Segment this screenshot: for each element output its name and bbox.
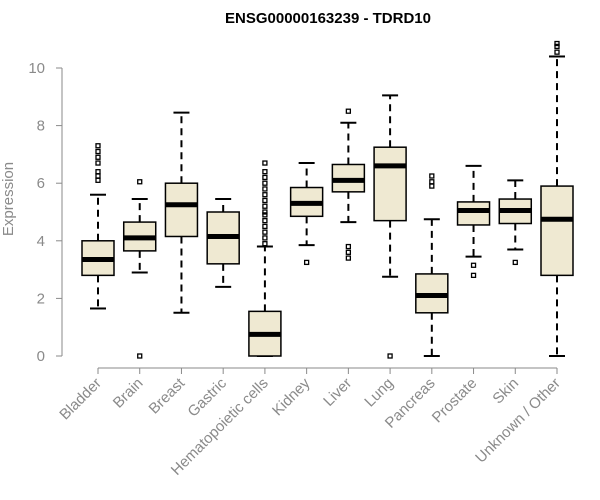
outlier-point	[554, 43, 560, 50]
outlier-point	[262, 160, 268, 166]
outlier-point	[470, 262, 477, 268]
outlier-point	[512, 259, 518, 266]
outlier-point	[262, 229, 268, 235]
outlier-point	[303, 259, 310, 266]
box-iqr	[164, 182, 199, 238]
y-axis-label: Expression	[0, 162, 17, 236]
outlier-point	[262, 212, 268, 218]
box-breast	[164, 111, 199, 314]
plot-area	[81, 40, 574, 359]
y-axis: 0 2 4 6 8 10	[28, 60, 63, 365]
outlier-point	[262, 203, 268, 209]
box-unknown-other	[540, 40, 574, 357]
outlier-point	[95, 160, 101, 166]
outlier-point	[262, 209, 268, 215]
x-tick-label: Kidney	[269, 374, 314, 419]
outlier-point	[345, 243, 352, 250]
box-kidney	[289, 162, 324, 266]
box-bladder	[81, 143, 115, 310]
x-tick-label: Lung	[361, 375, 397, 411]
outlier-point	[345, 249, 352, 255]
outlier-point	[95, 143, 101, 149]
y-tick-label: 8	[37, 118, 45, 135]
outlier-point	[262, 169, 268, 175]
x-tick-label: Skin	[489, 375, 522, 408]
outlier-point	[429, 173, 435, 179]
box-liver	[331, 108, 366, 261]
box-prostate	[456, 164, 491, 279]
outlier-point	[95, 169, 101, 175]
box-skin	[498, 179, 533, 266]
outlier-point	[262, 174, 268, 181]
outlier-point	[429, 183, 435, 189]
outlier-point	[262, 217, 268, 224]
outlier-point	[554, 40, 560, 47]
outlier-point	[262, 241, 268, 247]
chart-title: ENSG00000163239 - TDRD10	[225, 10, 431, 27]
outlier-point	[387, 353, 393, 359]
outlier-point	[262, 235, 268, 241]
y-tick-label: 2	[37, 290, 45, 307]
x-tick-label: Bladder	[56, 375, 105, 424]
box-brain	[122, 179, 157, 359]
outlier-point	[262, 197, 268, 204]
outlier-point	[554, 49, 560, 55]
box-iqr	[540, 185, 574, 277]
outlier-point	[262, 192, 268, 198]
outlier-point	[95, 177, 101, 183]
box-lung	[373, 94, 407, 359]
outlier-point	[262, 180, 268, 186]
y-tick-label: 6	[37, 175, 45, 192]
box-pancreas	[415, 173, 449, 357]
outlier-point	[95, 154, 101, 160]
box-hematopoietic-cells	[248, 160, 282, 357]
outlier-point	[95, 173, 101, 179]
x-tick-label: Prostate	[429, 375, 481, 427]
outlier-point	[345, 255, 352, 261]
box-iqr	[373, 146, 407, 222]
outlier-point	[429, 179, 435, 185]
outlier-point	[345, 108, 352, 114]
y-tick-label: 10	[28, 60, 45, 77]
outlier-point	[470, 272, 477, 279]
y-tick-label: 0	[37, 348, 45, 365]
box-gastric	[206, 198, 240, 288]
outlier-point	[262, 186, 268, 192]
x-tick-label: Brain	[110, 375, 147, 412]
outlier-point	[95, 148, 101, 155]
x-tick-label: Breast	[146, 374, 189, 417]
outlier-point	[137, 179, 143, 185]
outlier-point	[262, 223, 268, 230]
box-iqr	[456, 201, 491, 226]
y-tick-label: 4	[37, 233, 45, 250]
x-tick-label: Liver	[320, 375, 355, 410]
outlier-point	[137, 353, 143, 359]
